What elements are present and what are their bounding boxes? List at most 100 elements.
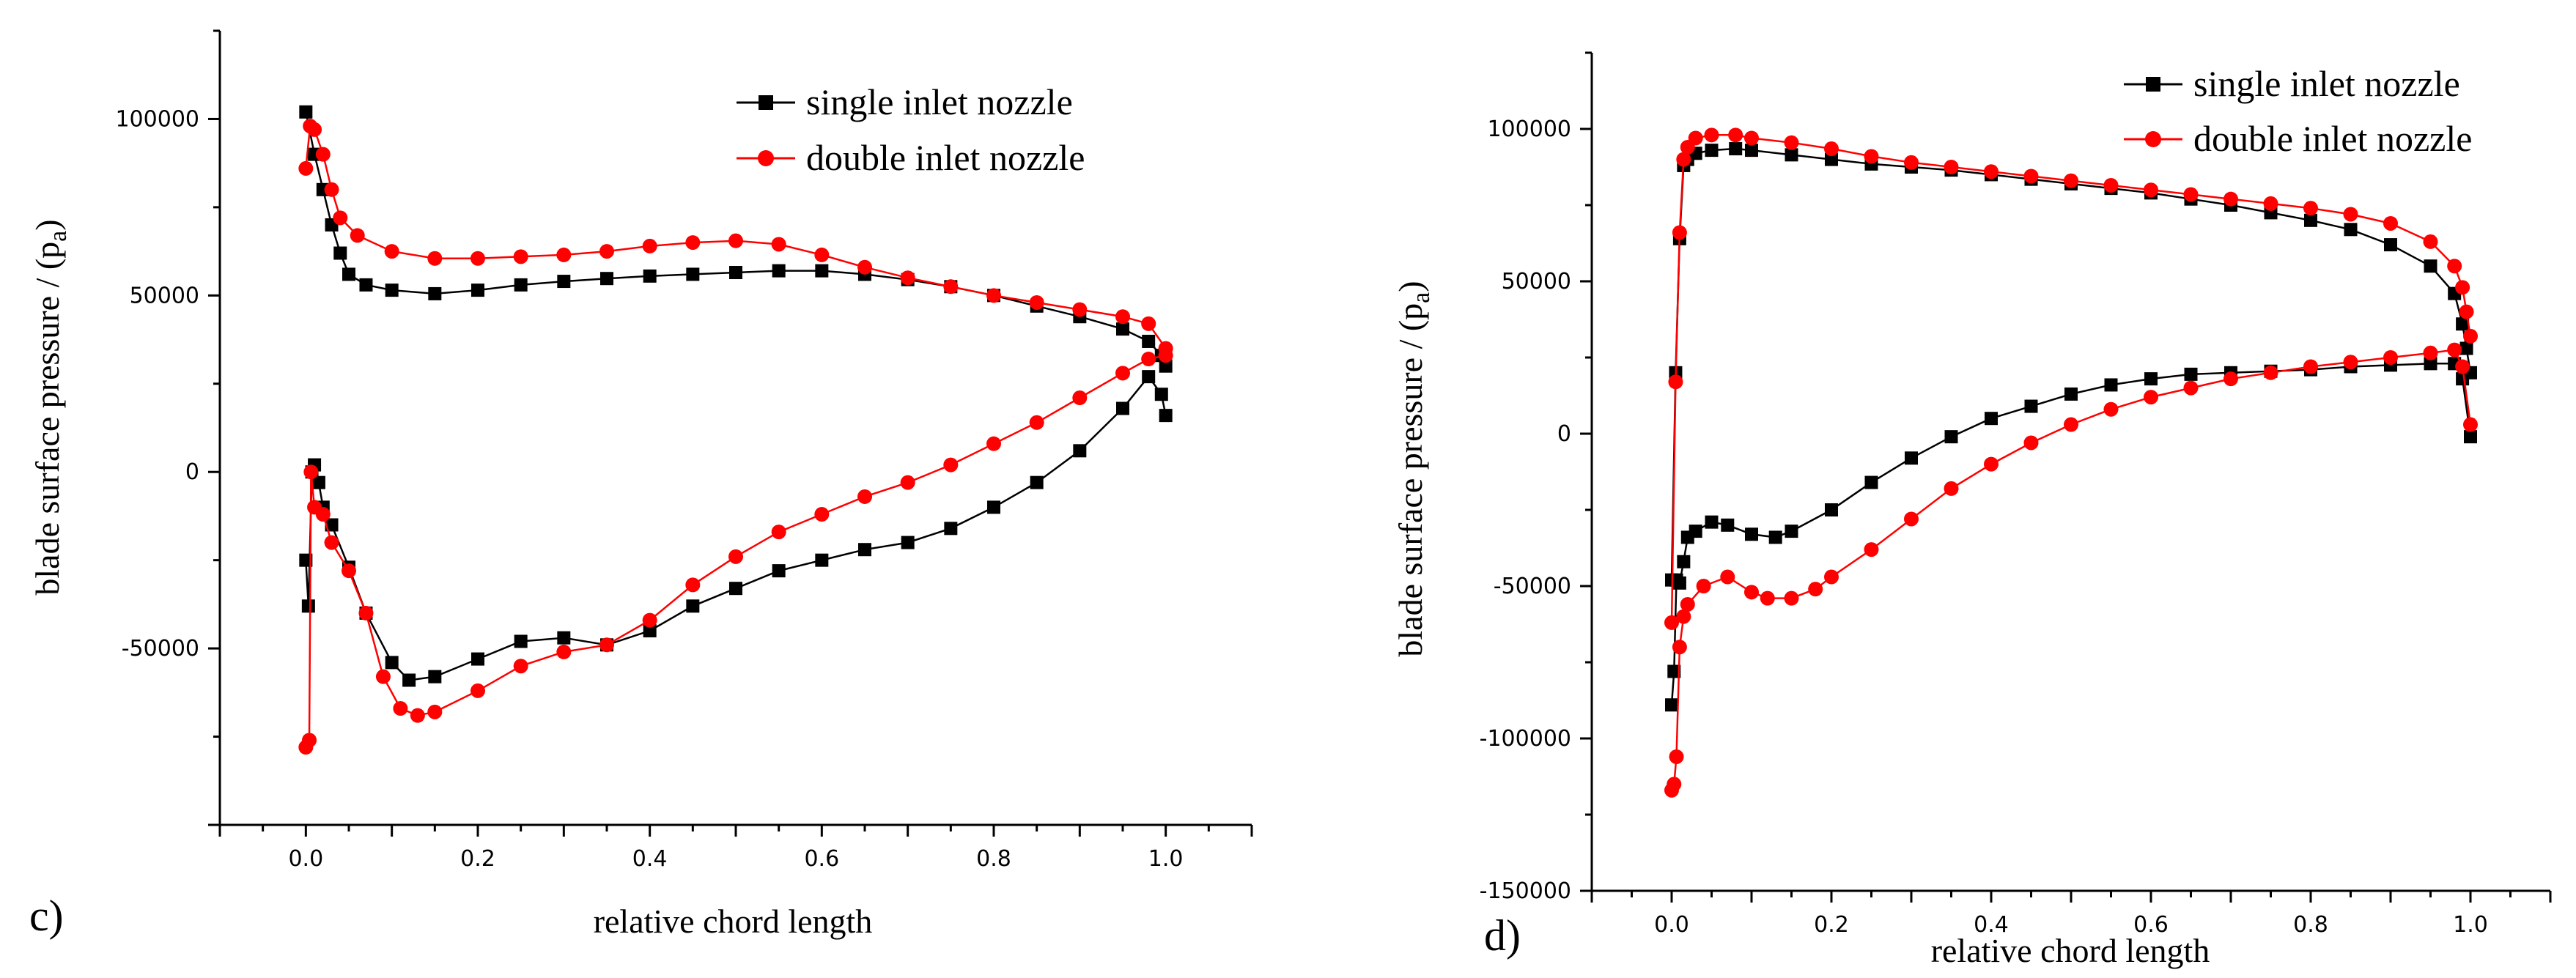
data-point xyxy=(1141,352,1156,367)
data-point xyxy=(2144,390,2158,405)
data-point xyxy=(2423,345,2438,360)
data-point xyxy=(2344,223,2358,237)
x-axis-ticks-c xyxy=(218,825,1253,837)
data-point xyxy=(814,247,830,262)
x-tick-label: 0.4 xyxy=(632,846,668,872)
y-tick-label: -50000 xyxy=(122,636,199,662)
x-tick-label: 0.8 xyxy=(976,846,1011,872)
data-point xyxy=(728,549,743,564)
data-point xyxy=(427,704,443,719)
data-point xyxy=(307,122,322,137)
data-point xyxy=(514,278,528,292)
y-tick-label: 0 xyxy=(185,459,199,485)
data-point xyxy=(1785,148,1798,162)
data-point xyxy=(1705,144,1719,158)
data-point xyxy=(393,701,408,716)
data-point xyxy=(2424,357,2437,371)
data-point xyxy=(2144,372,2158,386)
data-point xyxy=(643,624,657,638)
data-point xyxy=(686,599,700,613)
data-point xyxy=(358,605,374,620)
data-point xyxy=(2384,238,2397,252)
data-point xyxy=(410,708,425,723)
x-tick-label: 1.0 xyxy=(2453,912,2488,938)
y-tick-label: -50000 xyxy=(1494,574,1571,599)
data-point xyxy=(1073,444,1087,458)
data-point xyxy=(857,259,872,275)
panel-label-d: d) xyxy=(1484,911,1521,960)
data-point xyxy=(1688,130,1703,146)
data-point xyxy=(1689,525,1702,538)
data-point xyxy=(2223,191,2238,207)
data-point xyxy=(2104,378,2118,392)
data-point xyxy=(1985,412,1998,426)
data-point xyxy=(599,244,614,259)
data-point xyxy=(986,436,1001,451)
data-point xyxy=(2343,207,2358,222)
data-point xyxy=(2456,372,2470,386)
y-tick-label: 100000 xyxy=(115,106,199,132)
data-point xyxy=(1825,152,1838,166)
x-tick-label: 0.0 xyxy=(1654,912,1689,938)
data-point xyxy=(1665,698,1678,712)
data-point xyxy=(1744,130,1759,146)
series-line xyxy=(1670,349,2472,791)
data-point xyxy=(1944,430,1958,444)
data-point xyxy=(2455,280,2470,295)
data-point xyxy=(772,264,786,278)
data-point xyxy=(943,457,959,473)
data-point xyxy=(2263,365,2278,380)
series-layer-d xyxy=(1664,127,2478,798)
data-point xyxy=(384,244,399,259)
data-point xyxy=(1944,160,1959,174)
data-point xyxy=(1704,127,1719,143)
data-point xyxy=(1984,164,1999,179)
data-point xyxy=(513,249,528,264)
data-point xyxy=(1668,374,1683,390)
data-point xyxy=(1696,579,1711,593)
data-point xyxy=(2303,201,2318,216)
data-point xyxy=(1676,609,1691,624)
data-point xyxy=(556,247,572,262)
data-point xyxy=(342,267,355,281)
data-point xyxy=(900,475,915,490)
data-point xyxy=(350,228,365,243)
x-tick-label: 1.0 xyxy=(1148,846,1184,872)
series-layer-c xyxy=(298,105,1173,755)
data-point xyxy=(729,266,742,280)
y-tick-label: -100000 xyxy=(1480,726,1571,752)
data-point xyxy=(2424,259,2437,273)
data-point xyxy=(2383,350,2398,365)
x-tick-label: 0.6 xyxy=(804,846,839,872)
series-double-inlet xyxy=(1664,127,2478,798)
data-point xyxy=(1676,152,1691,167)
data-point xyxy=(685,235,701,251)
data-point xyxy=(857,489,872,504)
data-point xyxy=(375,669,391,684)
data-point xyxy=(1159,359,1173,373)
data-point xyxy=(1030,475,1044,489)
data-point xyxy=(2064,387,2078,401)
data-point xyxy=(2383,215,2398,231)
data-point xyxy=(298,160,314,176)
x-tick-label: 0.2 xyxy=(460,846,495,872)
data-point xyxy=(771,525,786,540)
data-point xyxy=(1667,664,1681,678)
data-point xyxy=(2184,367,2198,381)
data-point xyxy=(1824,569,1839,585)
data-point xyxy=(1158,348,1173,363)
legend-label-double-d: double inlet nozzle xyxy=(2193,118,2472,159)
panel-label-c: c) xyxy=(29,892,64,940)
data-point xyxy=(686,267,700,281)
legend-label-single-d: single inlet nozzle xyxy=(2193,63,2460,104)
y-axis-label-d: blade surface pressure / (pa) xyxy=(1392,281,1435,656)
data-point xyxy=(299,105,313,119)
data-point xyxy=(557,631,571,645)
data-point xyxy=(2023,435,2039,451)
data-point xyxy=(1664,615,1679,630)
y-tick-labels-d: -150000 -100000 -50000 0 50000 100000 xyxy=(1480,116,1571,904)
data-point xyxy=(2263,196,2278,211)
data-point xyxy=(900,270,915,286)
data-point xyxy=(1824,141,1839,157)
